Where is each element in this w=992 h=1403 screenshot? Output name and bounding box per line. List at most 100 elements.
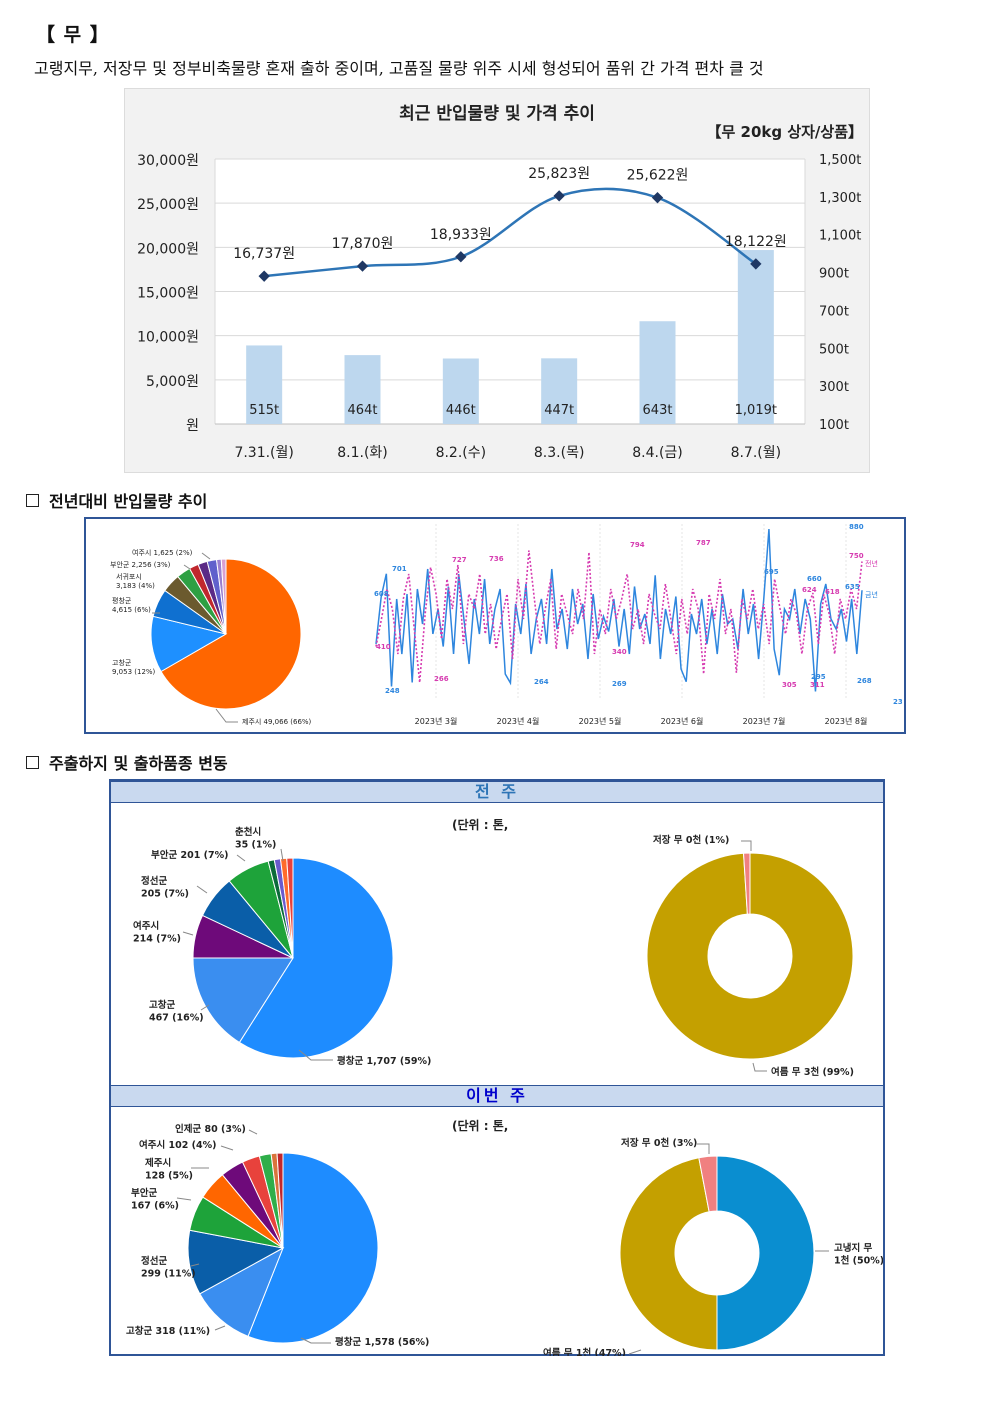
slice-label: 고냉지 무	[834, 1242, 873, 1254]
leader-line	[280, 848, 284, 862]
point-annotation: 410	[376, 643, 391, 651]
leader-line	[182, 931, 194, 936]
left-axis-tick: 10,000원	[137, 330, 199, 346]
yoy-volume-line-chart: 2023년 3월 2023년 4월 2023년 5월 2023년 6월 2023년 7월…	[374, 523, 902, 726]
x-axis-tick: 8.4.(금)	[632, 445, 683, 461]
point-annotation: 695	[764, 568, 779, 576]
leader-line	[697, 1143, 710, 1154]
point-annotation: 880	[849, 523, 864, 531]
slice-label: 서귀포시	[116, 572, 142, 581]
point-annotation: 608	[374, 590, 389, 598]
volume-label: 447t	[544, 403, 574, 418]
left-axis-tick: 20,000원	[137, 241, 199, 257]
x-axis-tick: 8.1.(화)	[337, 445, 388, 461]
pie-slice	[619, 1157, 718, 1351]
left-axis-tick: 원	[186, 418, 199, 434]
slice-label: 128 (5%)	[145, 1170, 193, 1181]
point-annotation: 340	[612, 648, 627, 656]
legend-curr: 금년	[865, 590, 878, 599]
leader-line	[215, 708, 238, 723]
point-annotation: 624	[802, 586, 817, 594]
slice-label: 평창군 1,707 (59%)	[337, 1055, 431, 1067]
slice-label: 부안군 201 (7%)	[151, 849, 228, 861]
chart-title: 최근 반입물량 및 가격 추이	[399, 104, 595, 124]
section-origins-label: 주출하지 및 출하품종 변동	[49, 754, 228, 773]
left-axis-tick: 5,000원	[146, 374, 199, 390]
slice-label: 여름 무 1천 (47%)	[543, 1347, 626, 1356]
price-label: 25,823원	[528, 166, 590, 182]
leader-line	[176, 1197, 192, 1201]
slice-label: 인제군 80 (3%)	[175, 1123, 246, 1135]
left-axis-tick: 30,000원	[137, 153, 199, 169]
x-axis-tick: 8.7.(월)	[731, 445, 782, 461]
right-axis-tick: 1,300t	[819, 191, 861, 206]
point-annotation: 264	[534, 678, 549, 686]
pie-slice	[238, 857, 394, 1059]
x-axis-tick: 8.3.(목)	[534, 445, 585, 461]
this-year-line	[375, 528, 863, 692]
leader-line	[236, 854, 246, 862]
pie-slice	[286, 857, 294, 959]
point-annotation: 660	[807, 575, 822, 583]
slice-label: 9,053 (12%)	[112, 668, 156, 676]
point-annotation: 787	[696, 539, 711, 547]
price-point	[356, 260, 369, 272]
prev-week-header: 전 주	[111, 781, 883, 803]
leader-line	[200, 1004, 210, 1011]
right-axis-tick: 500t	[819, 342, 849, 357]
slice-label: 부안군	[131, 1187, 157, 1199]
volume-bar	[737, 250, 774, 424]
right-axis-tick: 1,500t	[819, 153, 861, 168]
slice-label: 여주시 102 (4%)	[139, 1139, 216, 1151]
point-annotation: 701	[392, 565, 407, 573]
point-annotation: 230	[893, 698, 902, 706]
checkbox-icon	[26, 756, 39, 769]
pie-slice	[247, 1152, 379, 1344]
slice-label: 평창군	[112, 596, 132, 605]
section-yoy-label: 전년대비 반입물량 추이	[49, 492, 208, 511]
point-annotation: 727	[452, 556, 467, 564]
leader-line	[214, 1325, 226, 1331]
slice-label: 정선군	[141, 1255, 167, 1267]
point-annotation: 635	[845, 583, 860, 591]
section-yoy-heading: 전년대비 반입물량 추이	[26, 488, 207, 512]
this-week-variety-donut: 고냉지 무 1천 (50%) 여름 무 1천 (47%) 저장 무 0천 (3%)	[543, 1137, 883, 1356]
volume-label: 515t	[249, 403, 279, 418]
x-axis-tick: 2023년 7월	[743, 716, 786, 726]
slice-label: 부안군 2,256 (3%)	[110, 560, 171, 569]
slice-label: 1천 (50%)	[834, 1255, 883, 1266]
right-axis-tick: 1,100t	[819, 229, 861, 244]
pie-slice	[160, 558, 302, 710]
unit-label: (단위 : 톤, %)	[452, 1118, 511, 1133]
yoy-panel: 제주시 49,066 (66%) 고창군 9,053 (12%) 평창군 4,615 (…	[84, 517, 906, 734]
right-axis-tick: 300t	[819, 380, 849, 395]
point-annotation: 750	[849, 552, 864, 560]
point-annotation: 295	[811, 673, 826, 681]
slice-label: 4,615 (6%)	[112, 606, 151, 614]
price-label: 16,737원	[233, 246, 295, 262]
slice-label: 제주시	[145, 1157, 171, 1169]
leader-line	[190, 1263, 200, 1267]
x-axis-tick: 2023년 4월	[497, 716, 540, 726]
volume-bar	[541, 358, 578, 424]
pie-slice	[698, 1155, 718, 1213]
right-axis-tick: 100t	[819, 418, 849, 433]
origins-panel: 전 주 이번 주 (단위 : 톤, %) 평창군 1,707 (59%) 고창군46…	[109, 779, 885, 1356]
left-axis-tick: 15,000원	[137, 286, 199, 302]
leader-line	[220, 1145, 234, 1151]
point-annotation: 311	[810, 681, 825, 689]
this-week-origin-pie: (단위 : 톤, %) 평창군 1,578 (56%) 고창군 318 (11%) 정…	[126, 1118, 511, 1348]
point-annotation: 305	[782, 681, 797, 689]
volume-label: 464t	[348, 403, 378, 418]
leader-line	[741, 840, 752, 851]
point-annotation: 269	[612, 680, 627, 688]
point-annotation: 266	[434, 675, 449, 683]
slice-label: 214 (7%)	[133, 933, 181, 944]
slice-label: 고창군	[149, 999, 175, 1011]
slice-label: 205 (7%)	[141, 888, 189, 899]
prev-week-variety-donut: 여름 무 3천 (99%) 저장 무 0천 (1%)	[646, 834, 854, 1078]
slice-label: 정선군	[141, 875, 167, 887]
price-label: 17,870원	[332, 236, 394, 252]
section-origins-heading: 주출하지 및 출하품종 변동	[26, 750, 228, 774]
